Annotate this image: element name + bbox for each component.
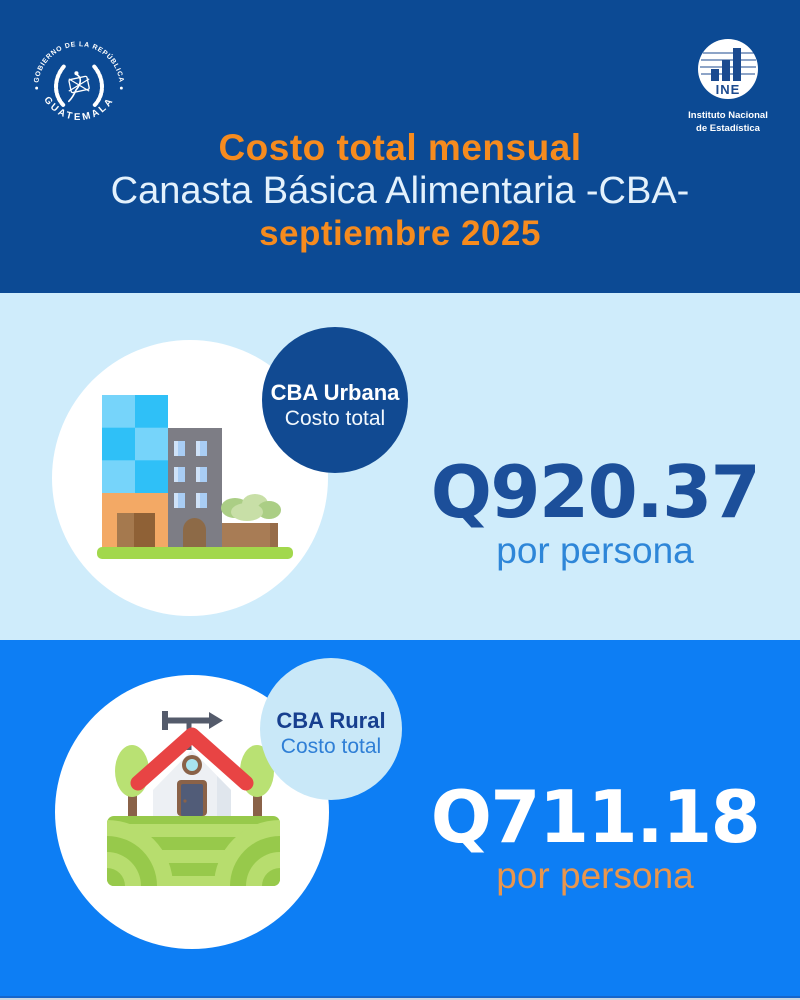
header-band <box>0 0 800 293</box>
title-period: septiembre 2025 <box>259 214 541 253</box>
rural-unit-label: por persona <box>496 855 694 896</box>
farm-house-icon <box>107 711 280 886</box>
ine-acronym: INE <box>716 82 741 97</box>
title-main: Costo total mensual <box>218 127 582 168</box>
ine-org-line2: de Estadística <box>696 123 760 134</box>
urban-cost-block: Q920.37 por persona <box>400 455 790 571</box>
rural-badge-subtitle: Costo total <box>280 734 382 758</box>
page-title: Costo total mensual Canasta Básica Alime… <box>0 127 800 255</box>
ine-logo: INE Instituto Nacional de Estadística <box>678 38 778 135</box>
seal-bottom-text: GUATEMALA <box>41 95 114 123</box>
ine-bar-chart-icon: INE <box>698 39 758 99</box>
footer-strip <box>0 996 800 1000</box>
urban-badge: CBA Urbana Costo total <box>262 327 408 473</box>
urban-badge-subtitle: Costo total <box>284 406 386 430</box>
title-subtitle: Canasta Básica Alimentaria -CBA- <box>110 170 690 212</box>
urban-amount: Q920.37 <box>430 450 761 534</box>
urban-badge-title: CBA Urbana <box>270 379 400 405</box>
ine-org-line1: Instituto Nacional <box>688 110 768 121</box>
svg-text:GUATEMALA: GUATEMALA <box>41 95 116 123</box>
city-buildings-icon <box>97 395 293 559</box>
rural-amount: Q711.18 <box>430 775 761 859</box>
urban-unit-label: por persona <box>496 530 694 571</box>
government-seal-icon: GOBIERNO DE LA REPÚBLICA GUATEMALA <box>33 41 124 123</box>
rural-cost-block: Q711.18 por persona <box>400 780 790 896</box>
rural-badge-title: CBA Rural <box>276 707 386 733</box>
rural-badge: CBA Rural Costo total <box>260 658 402 800</box>
